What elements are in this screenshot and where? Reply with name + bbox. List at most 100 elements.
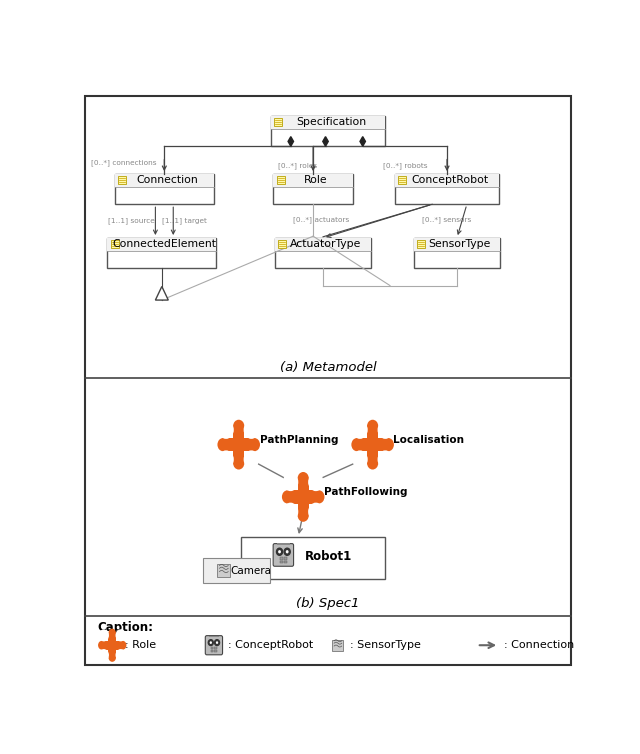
Text: [1..1] source: [1..1] source [108, 217, 154, 224]
Text: [0..*] connections: [0..*] connections [91, 159, 156, 166]
Bar [358, 438, 388, 451]
Bar [271, 116, 385, 129]
Circle shape [218, 438, 228, 451]
Bar [214, 650, 217, 652]
Circle shape [249, 438, 260, 451]
FancyBboxPatch shape [273, 544, 294, 566]
Circle shape [276, 548, 283, 556]
Bar [417, 241, 425, 248]
Bar [275, 238, 371, 268]
Circle shape [298, 472, 309, 486]
Text: Connection: Connection [136, 176, 198, 185]
Text: PathPlanning: PathPlanning [260, 435, 338, 445]
Text: Camera: Camera [230, 566, 271, 575]
Bar [413, 238, 500, 250]
Bar [271, 116, 385, 146]
Circle shape [352, 450, 368, 468]
Text: PathFollowing: PathFollowing [324, 487, 408, 497]
Circle shape [308, 473, 324, 491]
Bar [277, 543, 290, 545]
Text: : ConceptRobot: : ConceptRobot [228, 640, 313, 650]
Circle shape [278, 550, 281, 553]
Circle shape [99, 649, 109, 661]
Text: [0..*] robots: [0..*] robots [383, 162, 427, 169]
Circle shape [367, 456, 378, 470]
Circle shape [244, 421, 259, 439]
Circle shape [378, 421, 393, 439]
Bar [275, 118, 282, 127]
Circle shape [115, 630, 126, 642]
Bar [209, 636, 220, 637]
Text: ActuatorType: ActuatorType [291, 239, 362, 250]
Bar [395, 174, 499, 204]
Circle shape [378, 450, 393, 468]
Bar [108, 238, 216, 250]
Text: ConnectedElement: ConnectedElement [113, 239, 217, 250]
Circle shape [282, 490, 293, 504]
Circle shape [108, 629, 116, 637]
Circle shape [115, 649, 126, 661]
Bar [115, 174, 214, 204]
Circle shape [233, 456, 244, 470]
Polygon shape [360, 136, 365, 146]
Bar [332, 639, 344, 651]
Bar [233, 428, 244, 462]
Circle shape [208, 639, 213, 645]
Bar [413, 238, 500, 268]
Bar [278, 241, 286, 248]
Circle shape [233, 420, 244, 433]
Bar [211, 648, 214, 649]
Text: Specification: Specification [296, 118, 366, 127]
Circle shape [218, 421, 234, 439]
Bar [273, 174, 353, 187]
Circle shape [98, 641, 106, 650]
Bar [241, 537, 385, 579]
Circle shape [244, 450, 259, 468]
Bar [277, 176, 285, 185]
Circle shape [283, 503, 298, 521]
Text: Robot1: Robot1 [305, 550, 351, 562]
FancyBboxPatch shape [205, 636, 223, 654]
Polygon shape [288, 136, 294, 146]
Text: (a) Metamodel: (a) Metamodel [280, 361, 376, 374]
Circle shape [383, 438, 394, 451]
Bar [108, 633, 116, 657]
Circle shape [351, 438, 363, 451]
Text: (b) Spec1: (b) Spec1 [296, 596, 360, 610]
Text: Caption:: Caption: [97, 621, 154, 634]
Text: [0..*] actuators: [0..*] actuators [293, 216, 349, 223]
Circle shape [308, 503, 324, 521]
Bar [273, 174, 353, 204]
Bar [298, 480, 309, 514]
Circle shape [119, 641, 127, 650]
Bar [284, 557, 287, 560]
Bar [214, 648, 217, 649]
Bar [275, 238, 371, 250]
Circle shape [216, 641, 218, 644]
Circle shape [108, 653, 116, 662]
Circle shape [284, 548, 290, 556]
Bar [289, 490, 318, 504]
Text: Role: Role [304, 176, 328, 185]
Bar [118, 176, 126, 185]
Bar [115, 174, 214, 187]
Circle shape [352, 421, 368, 439]
Text: ConceptRobot: ConceptRobot [412, 176, 488, 185]
Polygon shape [156, 287, 168, 300]
Circle shape [286, 550, 289, 553]
Bar [102, 641, 122, 650]
Bar [284, 561, 287, 563]
Text: Localisation: Localisation [394, 435, 465, 445]
Bar [218, 564, 230, 577]
Text: : Role: : Role [125, 640, 156, 650]
Bar [211, 650, 214, 652]
Bar [399, 176, 406, 185]
Polygon shape [323, 136, 328, 146]
Text: [1..1] target: [1..1] target [162, 217, 207, 224]
Circle shape [313, 490, 324, 504]
Bar [280, 557, 283, 560]
Bar [224, 438, 253, 451]
Text: : SensorType: : SensorType [350, 640, 421, 650]
Circle shape [298, 508, 309, 522]
Bar [203, 558, 269, 584]
